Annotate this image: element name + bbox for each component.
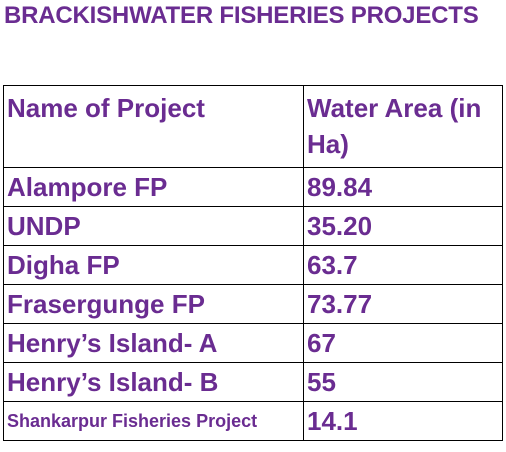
projects-table: Name of Project Water Area (in Ha) Alamp… [3, 85, 503, 441]
project-name-cell: Frasergunge FP [3, 284, 304, 324]
project-name-cell: Shankarpur Fisheries Project [3, 401, 304, 441]
table-row: Alampore FP 89.84 [3, 167, 503, 207]
water-area-cell: 14.1 [303, 401, 503, 441]
water-area-cell: 67 [303, 323, 503, 363]
project-name-cell: UNDP [3, 206, 304, 246]
table-row: Shankarpur Fisheries Project 14.1 [3, 401, 503, 441]
header-water-area: Water Area (in Ha) [303, 85, 503, 168]
water-area-cell: 63.7 [303, 245, 503, 285]
table-row: Digha FP 63.7 [3, 245, 503, 285]
water-area-cell: 35.20 [303, 206, 503, 246]
table-row: Henry’s Island- A 67 [3, 323, 503, 363]
page-title: BRACKISHWATER FISHERIES PROJECTS [4, 2, 479, 29]
water-area-cell: 55 [303, 362, 503, 402]
table-header-row: Name of Project Water Area (in Ha) [3, 85, 503, 168]
header-name-of-project: Name of Project [3, 85, 304, 168]
project-name-cell: Digha FP [3, 245, 304, 285]
water-area-cell: 89.84 [303, 167, 503, 207]
table-row: UNDP 35.20 [3, 206, 503, 246]
project-name-cell: Alampore FP [3, 167, 304, 207]
table-row: Frasergunge FP 73.77 [3, 284, 503, 324]
water-area-cell: 73.77 [303, 284, 503, 324]
project-name-cell: Henry’s Island- A [3, 323, 304, 363]
table-row: Henry’s Island- B 55 [3, 362, 503, 402]
project-name-cell: Henry’s Island- B [3, 362, 304, 402]
